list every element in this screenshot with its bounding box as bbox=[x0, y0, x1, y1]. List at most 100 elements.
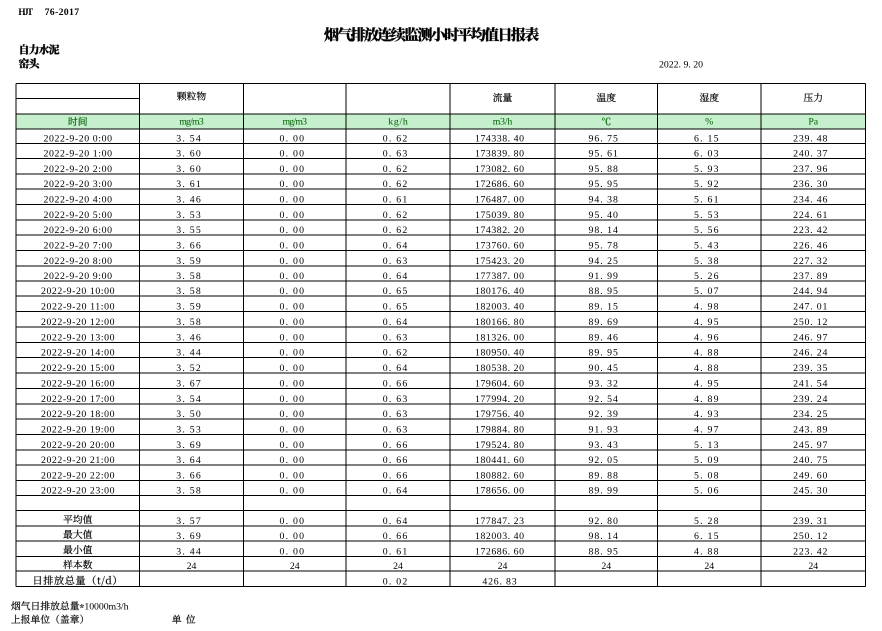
svg-text:2022-9-20 17:00: 2022-9-20 17:00 bbox=[41, 394, 115, 405]
svg-text:%: % bbox=[705, 116, 713, 127]
svg-text:173760. 60: 173760. 60 bbox=[475, 241, 524, 252]
svg-text:92. 54: 92. 54 bbox=[589, 394, 618, 405]
svg-text:24: 24 bbox=[601, 561, 611, 572]
svg-text:2022-9-20 8:00: 2022-9-20 8:00 bbox=[43, 256, 112, 267]
svg-text:224. 61: 224. 61 bbox=[793, 210, 827, 221]
svg-text:93. 32: 93. 32 bbox=[589, 378, 618, 389]
svg-text:176487. 00: 176487. 00 bbox=[475, 195, 524, 206]
svg-text:179604. 60: 179604. 60 bbox=[475, 378, 524, 389]
svg-text:226. 46: 226. 46 bbox=[793, 241, 827, 252]
svg-text:24: 24 bbox=[808, 561, 818, 572]
svg-text:180538. 20: 180538. 20 bbox=[475, 363, 524, 374]
svg-text:246. 24: 246. 24 bbox=[793, 348, 827, 359]
svg-text:24: 24 bbox=[498, 561, 508, 572]
svg-text:m3/h: m3/h bbox=[493, 116, 513, 127]
svg-text:172686. 60: 172686. 60 bbox=[475, 546, 524, 557]
svg-text:239. 31: 239. 31 bbox=[793, 516, 827, 527]
svg-text:177994. 20: 177994. 20 bbox=[475, 394, 524, 405]
svg-text:179524. 80: 179524. 80 bbox=[475, 440, 524, 451]
svg-text:2022-9-20 10:00: 2022-9-20 10:00 bbox=[41, 286, 115, 297]
svg-text:89. 95: 89. 95 bbox=[589, 348, 618, 359]
svg-text:237. 96: 237. 96 bbox=[793, 164, 827, 175]
svg-text:24: 24 bbox=[290, 561, 300, 572]
svg-text:250. 12: 250. 12 bbox=[793, 531, 827, 542]
svg-text:172686. 60: 172686. 60 bbox=[475, 179, 524, 190]
svg-text:2022-9-20 2:00: 2022-9-20 2:00 bbox=[43, 164, 112, 175]
svg-text:24: 24 bbox=[393, 561, 403, 572]
svg-text:180950. 40: 180950. 40 bbox=[475, 348, 524, 359]
svg-text:243. 89: 243. 89 bbox=[793, 425, 827, 436]
svg-text:177847. 23: 177847. 23 bbox=[475, 516, 524, 527]
svg-text:246. 97: 246. 97 bbox=[793, 332, 827, 343]
svg-text:94. 25: 94. 25 bbox=[589, 256, 618, 267]
svg-text:174338. 40: 174338. 40 bbox=[475, 134, 524, 145]
svg-text:90. 45: 90. 45 bbox=[589, 363, 618, 374]
svg-text:223. 42: 223. 42 bbox=[793, 225, 827, 236]
svg-text:178656. 00: 178656. 00 bbox=[475, 485, 524, 496]
svg-text:2022-9-20 16:00: 2022-9-20 16:00 bbox=[41, 378, 115, 389]
svg-text:96. 75: 96. 75 bbox=[589, 134, 618, 145]
svg-text:181326. 00: 181326. 00 bbox=[475, 332, 524, 343]
svg-text:2022-9-20 5:00: 2022-9-20 5:00 bbox=[43, 210, 112, 221]
svg-text:2022-9-20 11:00: 2022-9-20 11:00 bbox=[41, 302, 115, 313]
svg-text:182003. 40: 182003. 40 bbox=[475, 302, 524, 313]
svg-text:92. 80: 92. 80 bbox=[589, 516, 618, 527]
svg-text:239. 48: 239. 48 bbox=[793, 134, 827, 145]
svg-text:93. 43: 93. 43 bbox=[589, 440, 618, 451]
svg-text:2022-9-20 3:00: 2022-9-20 3:00 bbox=[43, 179, 112, 190]
svg-text:247. 01: 247. 01 bbox=[793, 302, 827, 313]
svg-text:180176. 40: 180176. 40 bbox=[475, 286, 524, 297]
svg-text:227. 32: 227. 32 bbox=[793, 256, 827, 267]
svg-text:173839. 80: 173839. 80 bbox=[475, 149, 524, 160]
svg-text:91. 99: 91. 99 bbox=[589, 271, 618, 282]
svg-text:mg/m3: mg/m3 bbox=[283, 116, 308, 127]
svg-text:98. 14: 98. 14 bbox=[589, 531, 618, 542]
svg-text:174382. 20: 174382. 20 bbox=[475, 225, 524, 236]
svg-text:241. 54: 241. 54 bbox=[793, 378, 827, 389]
svg-text:249. 60: 249. 60 bbox=[793, 471, 827, 482]
svg-text:95. 78: 95. 78 bbox=[589, 241, 618, 252]
svg-text:76-2017: 76-2017 bbox=[45, 7, 80, 18]
svg-text:2022-9-20 21:00: 2022-9-20 21:00 bbox=[41, 455, 115, 466]
svg-text:239. 35: 239. 35 bbox=[793, 363, 827, 374]
svg-text:180441. 60: 180441. 60 bbox=[475, 455, 524, 466]
svg-text:89. 88: 89. 88 bbox=[589, 471, 618, 482]
svg-text:24: 24 bbox=[187, 561, 197, 572]
svg-text:2022-9-20 6:00: 2022-9-20 6:00 bbox=[43, 225, 112, 236]
svg-text:mg/m3: mg/m3 bbox=[179, 116, 204, 127]
svg-text:88. 95: 88. 95 bbox=[589, 286, 618, 297]
svg-text:2022-9-20 23:00: 2022-9-20 23:00 bbox=[41, 485, 115, 496]
svg-text:2022-9-20 20:00: 2022-9-20 20:00 bbox=[41, 440, 115, 451]
svg-text:426. 83: 426. 83 bbox=[482, 576, 516, 587]
svg-text:173082. 60: 173082. 60 bbox=[475, 164, 524, 175]
svg-text:245. 97: 245. 97 bbox=[793, 440, 827, 451]
svg-text:HJT: HJT bbox=[18, 7, 33, 17]
svg-text:92. 05: 92. 05 bbox=[589, 455, 618, 466]
svg-text:2022. 9. 20: 2022. 9. 20 bbox=[659, 59, 703, 70]
svg-text:92. 39: 92. 39 bbox=[589, 409, 618, 420]
svg-text:182003. 40: 182003. 40 bbox=[475, 531, 524, 542]
svg-text:2022-9-20 0:00: 2022-9-20 0:00 bbox=[43, 134, 112, 145]
svg-text:2022-9-20 14:00: 2022-9-20 14:00 bbox=[41, 348, 115, 359]
svg-text:179756. 40: 179756. 40 bbox=[475, 409, 524, 420]
svg-text:kg/h: kg/h bbox=[388, 116, 408, 127]
svg-text:234. 25: 234. 25 bbox=[793, 409, 827, 420]
svg-text:89. 99: 89. 99 bbox=[589, 485, 618, 496]
svg-text:95. 88: 95. 88 bbox=[589, 164, 618, 175]
svg-text:95. 95: 95. 95 bbox=[589, 179, 618, 190]
svg-text:237. 89: 237. 89 bbox=[793, 271, 827, 282]
svg-text:2022-9-20 13:00: 2022-9-20 13:00 bbox=[41, 332, 115, 343]
svg-text:240. 75: 240. 75 bbox=[793, 455, 827, 466]
svg-text:236. 30: 236. 30 bbox=[793, 179, 827, 190]
svg-text:10000m3/h: 10000m3/h bbox=[84, 602, 128, 613]
svg-text:89. 46: 89. 46 bbox=[589, 332, 618, 343]
svg-text:223. 42: 223. 42 bbox=[793, 546, 827, 557]
svg-text:2022-9-20 12:00: 2022-9-20 12:00 bbox=[41, 317, 115, 328]
svg-text:2022-9-20 4:00: 2022-9-20 4:00 bbox=[43, 195, 112, 206]
svg-text:179884. 80: 179884. 80 bbox=[475, 425, 524, 436]
svg-text:2022-9-20 7:00: 2022-9-20 7:00 bbox=[43, 241, 112, 252]
svg-text:2022-9-20 18:00: 2022-9-20 18:00 bbox=[41, 409, 115, 420]
svg-text:89. 69: 89. 69 bbox=[589, 317, 618, 328]
svg-text:89. 15: 89. 15 bbox=[589, 302, 618, 313]
svg-text:95. 40: 95. 40 bbox=[589, 210, 618, 221]
